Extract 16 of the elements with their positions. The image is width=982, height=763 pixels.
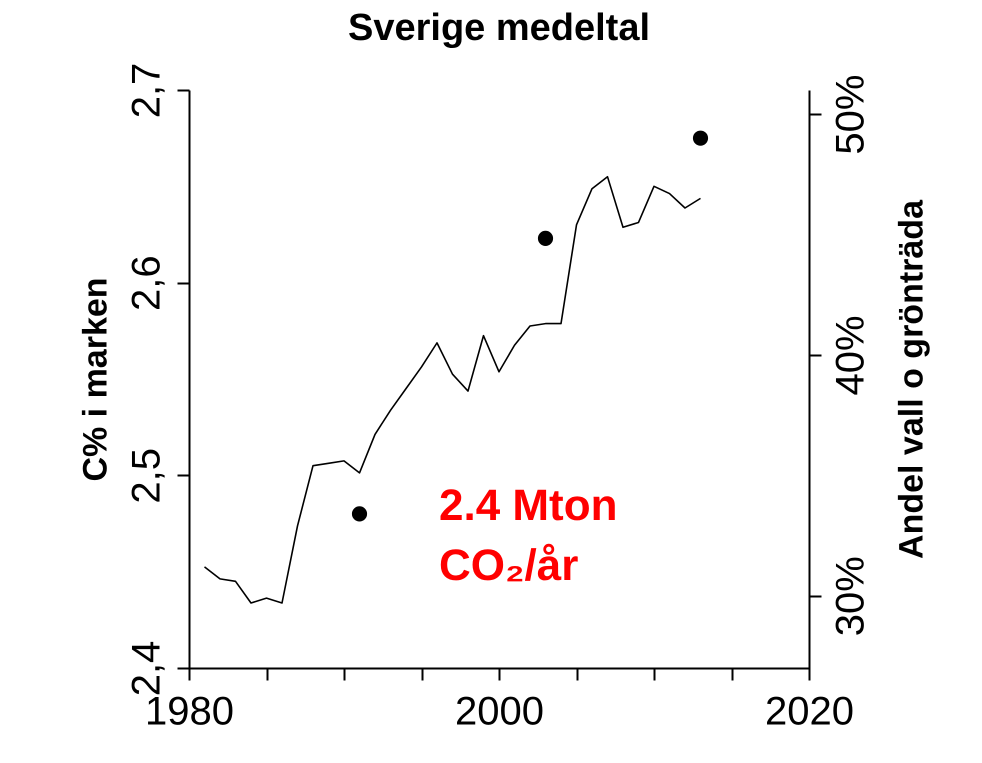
x-tick-label: 2020 — [765, 690, 854, 734]
point — [692, 130, 708, 146]
y-axis-title: C% i marken — [76, 277, 114, 482]
point — [352, 506, 368, 522]
annotation: 2.4 Mton CO₂/år — [439, 481, 618, 590]
y-tick-label: 2,6 — [124, 255, 168, 311]
chart-title: Sverige medeltal — [348, 7, 650, 50]
y2-tick-label: 50% — [828, 74, 872, 155]
y2-tick-label: 30% — [828, 556, 872, 636]
y-tick-label: 2,7 — [124, 62, 168, 118]
point — [538, 230, 554, 246]
y-tick-label: 2,5 — [124, 448, 168, 504]
line-series — [204, 176, 702, 604]
y2-tick-label: 40% — [828, 315, 872, 396]
x-tick-label: 2000 — [455, 690, 544, 734]
y2-axis-title: Andel vall o grönträda — [892, 198, 930, 559]
